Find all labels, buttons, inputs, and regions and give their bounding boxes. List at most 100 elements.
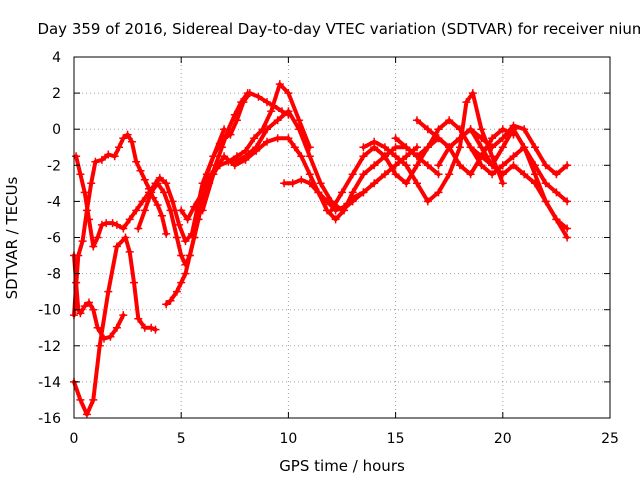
- data-point: [455, 143, 464, 152]
- data-point: [125, 215, 134, 224]
- series-line: [164, 91, 291, 307]
- data-point: [305, 179, 314, 188]
- data-point: [273, 116, 282, 125]
- data-point: [153, 201, 162, 209]
- data-point: [112, 220, 121, 229]
- data-point: [275, 80, 284, 89]
- x-tick-label: 10: [279, 431, 297, 447]
- data-point: [327, 206, 336, 215]
- data-point: [488, 134, 497, 143]
- y-tick-label: -8: [47, 267, 61, 283]
- data-point: [423, 161, 432, 170]
- data-point: [121, 233, 130, 242]
- data-point: [380, 170, 389, 179]
- data-point: [509, 125, 518, 134]
- data-point: [488, 152, 497, 161]
- data-point: [119, 311, 128, 320]
- series-line: [232, 109, 419, 213]
- data-point: [402, 152, 411, 161]
- data-point: [413, 152, 421, 161]
- data-point: [119, 134, 128, 143]
- data-point: [402, 179, 411, 188]
- y-tick-label: -6: [47, 231, 61, 247]
- data-point: [563, 197, 572, 206]
- data-point: [85, 215, 93, 224]
- data-point: [284, 107, 293, 116]
- data-point: [108, 219, 117, 228]
- data-point: [166, 206, 175, 215]
- data-point: [93, 323, 102, 332]
- data-point: [175, 220, 184, 229]
- data-point: [100, 334, 108, 343]
- data-point: [147, 323, 156, 332]
- data-point: [370, 137, 379, 146]
- data-point: [263, 98, 271, 107]
- data-point: [209, 152, 218, 161]
- data-point: [190, 202, 199, 211]
- data-point: [359, 170, 368, 179]
- series-arc-9: [230, 107, 421, 215]
- data-point: [359, 188, 368, 197]
- data-point: [488, 143, 497, 152]
- data-point: [552, 215, 561, 224]
- data-point: [348, 188, 357, 197]
- data-point: [413, 179, 421, 188]
- data-point: [74, 251, 83, 260]
- data-point: [531, 179, 539, 188]
- y-tick-label: -2: [47, 158, 61, 174]
- data-point: [423, 143, 432, 152]
- data-point: [423, 125, 432, 134]
- data-point: [110, 152, 119, 161]
- data-point: [224, 125, 233, 134]
- data-point: [288, 179, 297, 188]
- data-point: [89, 242, 98, 251]
- data-point: [97, 155, 106, 164]
- data-point: [151, 325, 160, 334]
- data-point: [541, 179, 550, 188]
- data-point: [563, 161, 572, 170]
- data-point: [252, 143, 261, 152]
- data-point: [316, 179, 325, 188]
- data-point: [220, 152, 229, 161]
- data-point: [477, 125, 486, 134]
- data-point: [80, 188, 89, 197]
- data-point: [153, 179, 162, 188]
- data-point: [380, 143, 389, 152]
- data-point: [127, 137, 136, 146]
- data-point: [488, 170, 497, 179]
- data-point: [185, 251, 194, 260]
- data-point: [498, 179, 507, 188]
- y-tick-label: 4: [52, 50, 61, 66]
- data-point: [168, 197, 177, 206]
- y-tick-label: -12: [38, 339, 61, 355]
- data-point: [263, 125, 271, 134]
- data-point: [112, 323, 121, 332]
- data-point: [391, 152, 400, 161]
- data-point: [134, 224, 143, 233]
- data-point: [391, 143, 400, 152]
- data-point: [76, 170, 85, 179]
- data-point: [147, 188, 156, 197]
- data-point: [331, 215, 340, 224]
- data-point: [455, 161, 464, 170]
- data-point: [183, 215, 192, 224]
- data-point: [85, 298, 93, 307]
- data-point: [520, 143, 529, 152]
- data-series: [70, 80, 572, 419]
- series-arc-14: [413, 116, 572, 179]
- data-point: [104, 287, 113, 296]
- data-point: [97, 220, 106, 229]
- data-point: [172, 233, 181, 242]
- data-point: [498, 170, 507, 179]
- data-point: [132, 206, 141, 215]
- data-point: [237, 98, 246, 107]
- data-point: [134, 314, 143, 323]
- data-point: [445, 116, 454, 125]
- x-tick-label: 25: [601, 431, 619, 447]
- data-point: [305, 152, 314, 161]
- data-point: [434, 188, 443, 197]
- axis-ticks: 0 5 10 15 20 25 -16 -14 -12 -10 -8 -6 -4 -2 0 2 4: [38, 50, 619, 447]
- data-point: [241, 152, 250, 161]
- data-point: [509, 161, 518, 170]
- data-point: [477, 161, 486, 170]
